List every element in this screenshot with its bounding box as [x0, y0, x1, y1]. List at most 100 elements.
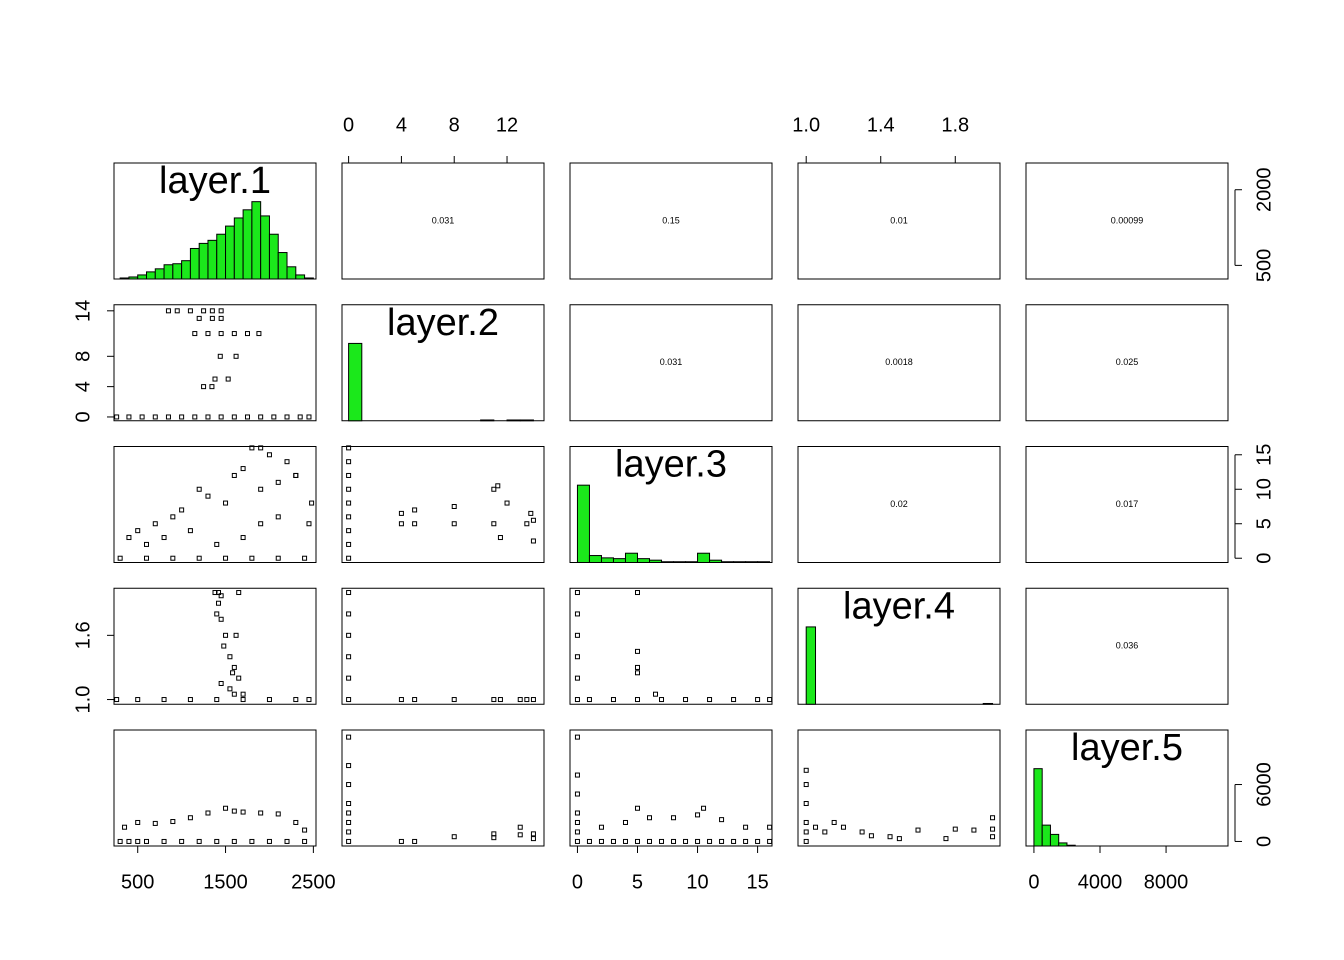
tick-label: 2000 — [1253, 167, 1275, 212]
point — [346, 459, 352, 465]
point — [803, 782, 809, 788]
point — [293, 472, 299, 478]
hist-bar — [172, 263, 183, 280]
tick-label: 0 — [343, 114, 354, 136]
point — [275, 555, 281, 561]
panel-frame — [1025, 446, 1229, 563]
point — [258, 445, 264, 451]
point — [346, 514, 352, 520]
correlation: 0.036 — [1116, 641, 1139, 651]
panel-frame — [797, 729, 1001, 847]
point — [859, 829, 865, 835]
correlation: 0.031 — [432, 215, 455, 225]
point — [634, 670, 640, 676]
variable-name: layer.4 — [843, 585, 955, 627]
point — [634, 805, 640, 811]
point — [201, 308, 207, 314]
point — [231, 808, 237, 814]
hist-bar — [277, 252, 288, 280]
point — [659, 838, 665, 844]
point — [161, 697, 167, 703]
panel-frame — [1025, 304, 1229, 422]
point — [244, 331, 250, 337]
point — [233, 353, 239, 359]
point — [755, 838, 761, 844]
panel-frame — [113, 587, 317, 705]
point — [990, 834, 996, 840]
tick-label: 5 — [1253, 518, 1275, 529]
point — [179, 414, 185, 420]
panel-frame — [797, 587, 1001, 705]
hist-bar — [225, 225, 235, 280]
correlation: 0.00099 — [1111, 215, 1144, 225]
point — [990, 815, 996, 821]
panel-frame — [569, 729, 773, 847]
hist-bar — [181, 260, 191, 280]
point — [346, 528, 352, 534]
point — [622, 838, 628, 844]
tick-label: 4 — [72, 381, 94, 392]
hist-bar — [154, 268, 165, 280]
point — [683, 697, 689, 703]
point — [244, 414, 250, 420]
tick-label: 14 — [72, 300, 94, 322]
point — [192, 331, 198, 337]
point — [143, 838, 149, 844]
hist-bar — [612, 558, 626, 564]
point — [610, 838, 616, 844]
point — [346, 819, 352, 825]
point — [707, 838, 713, 844]
point — [574, 590, 580, 596]
tick-label: 0 — [1253, 836, 1275, 847]
point — [346, 829, 352, 835]
point — [524, 697, 530, 703]
point — [497, 535, 503, 541]
point — [803, 801, 809, 807]
point — [530, 538, 536, 544]
point — [179, 838, 185, 844]
hist-bar — [480, 419, 495, 422]
point — [451, 521, 457, 527]
hist-bar — [1033, 768, 1043, 847]
point — [346, 541, 352, 547]
point — [258, 810, 264, 816]
point — [517, 697, 523, 703]
hist-bar — [624, 552, 638, 563]
point — [530, 831, 536, 837]
hist-bar — [805, 626, 817, 705]
point — [135, 697, 141, 703]
point — [223, 500, 229, 506]
point — [187, 815, 193, 821]
hist-bar — [661, 561, 675, 564]
hist-bar — [189, 247, 200, 280]
point — [491, 486, 497, 492]
hist-bar — [576, 484, 590, 563]
panel-frame — [341, 304, 545, 422]
hist-bar — [286, 266, 297, 280]
point — [803, 819, 809, 825]
point — [214, 541, 220, 547]
point — [284, 414, 290, 420]
point — [574, 734, 580, 740]
point — [114, 414, 120, 420]
point — [671, 815, 677, 821]
point — [346, 590, 352, 596]
point — [346, 654, 352, 660]
panel-frame — [569, 304, 773, 422]
point — [209, 308, 215, 314]
point — [196, 315, 202, 321]
point — [212, 376, 218, 382]
point — [284, 838, 290, 844]
point — [695, 838, 701, 844]
hist-bar — [506, 419, 521, 422]
point — [719, 838, 725, 844]
point — [767, 824, 773, 830]
point — [187, 528, 193, 534]
point — [574, 611, 580, 617]
point — [161, 838, 167, 844]
point — [755, 697, 761, 703]
panel-frame — [569, 162, 773, 280]
point — [293, 472, 299, 478]
tick-label: 500 — [121, 871, 154, 893]
tick-label: 6000 — [1253, 762, 1275, 807]
